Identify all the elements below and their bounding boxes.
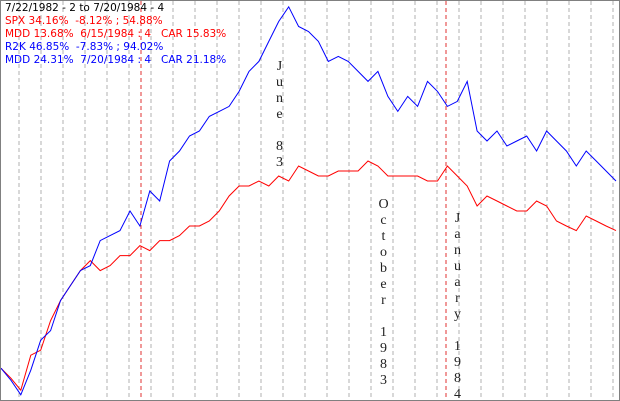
series-line bbox=[1, 5, 617, 396]
series-stats: MDD 13.68% 6/15/1984 : 4 CAR 15.83% bbox=[5, 28, 227, 40]
series-line bbox=[1, 160, 617, 392]
annotation: October 1983 bbox=[376, 197, 391, 389]
annotation: January 1984 bbox=[450, 211, 465, 401]
series-stats: R2K 46.85% -7.83% ; 94.02% bbox=[5, 41, 164, 53]
annotation: June 83 bbox=[272, 59, 287, 171]
date-range: 7/22/1982 - 2 to 7/20/1984 - 4 bbox=[5, 2, 165, 14]
series-stats: SPX 34.16% -8.12% ; 54.88% bbox=[5, 15, 163, 27]
series-stats: MDD 24.31% 7/20/1984 : 4 CAR 21.18% bbox=[5, 54, 227, 66]
